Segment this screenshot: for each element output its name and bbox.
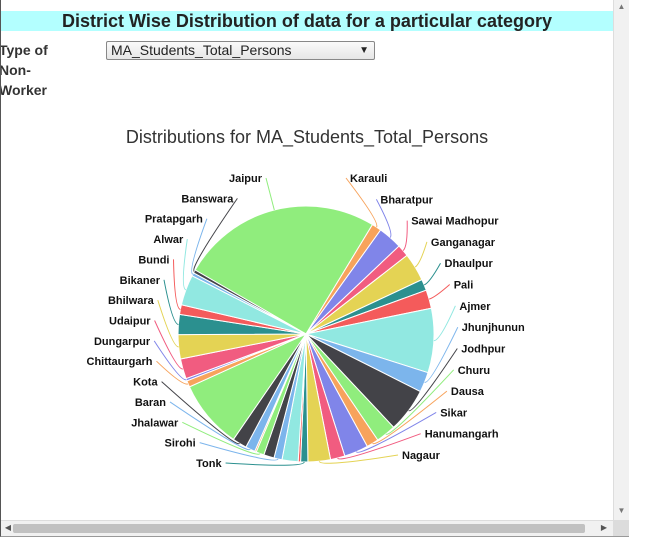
- slice-label: Sirohi: [165, 438, 196, 450]
- slice-label: Jaipur: [229, 173, 263, 185]
- connector-line: [355, 411, 437, 453]
- connector-line: [193, 198, 238, 272]
- connector-line: [408, 348, 458, 412]
- chart-title: Distributions for MA_Students_Total_Pers…: [125, 127, 489, 147]
- connector-line: [163, 279, 179, 325]
- connector-line: [154, 320, 183, 370]
- connector-line: [169, 401, 251, 451]
- connector-line: [157, 299, 179, 348]
- connector-line: [345, 177, 378, 228]
- connector-line: [318, 454, 399, 464]
- connector-line: [199, 442, 279, 461]
- slice-label: Karauli: [350, 173, 387, 185]
- scroll-up-icon[interactable]: ▲: [617, 2, 626, 11]
- scroll-left-icon[interactable]: ◀: [4, 523, 12, 532]
- slice-label: Chittaurgarh: [87, 356, 153, 368]
- connector-line: [182, 239, 188, 291]
- connector-line: [372, 390, 448, 445]
- connector-line: [265, 177, 275, 211]
- connector-line: [153, 340, 187, 381]
- page-frame: District Wise Distribution of data for a…: [0, 0, 629, 537]
- connector-line: [402, 220, 408, 251]
- category-select-value: MA_Students_Total_Persons: [111, 42, 292, 58]
- slice-label: Kota: [133, 377, 158, 389]
- slice-label: Udaipur: [109, 316, 151, 328]
- category-select[interactable]: MA_Students_Total_Persons ▼: [106, 41, 375, 60]
- pie-chart-svg: Jaipur Banswara Pratapgarh Alwar Bundi Bikane…: [87, 173, 526, 470]
- slice-label: Dungarpur: [94, 336, 151, 348]
- slice-label: Alwar: [153, 234, 184, 246]
- scroll-down-icon[interactable]: ▼: [617, 506, 626, 515]
- scroll-right-icon[interactable]: ▶: [600, 523, 608, 532]
- pie-chart: Distributions for MA_Students_Total_Pers…: [1, 0, 613, 520]
- slice-label: Dausa: [451, 386, 485, 398]
- slice-label: Bundi: [138, 254, 169, 266]
- vertical-scrollbar[interactable]: ▲ ▼: [613, 0, 629, 520]
- slice-label: Ajmer: [459, 301, 491, 313]
- slice-label: Baran: [135, 397, 166, 409]
- pie-slice[interactable]: [192, 269, 307, 335]
- connector-line: [191, 218, 208, 275]
- connector-line: [423, 262, 441, 286]
- connector-line: [337, 433, 421, 460]
- horizontal-scroll-thumb[interactable]: [13, 524, 585, 533]
- connector-line: [173, 259, 181, 310]
- connector-line: [385, 369, 455, 435]
- slice-label: Ganganagar: [431, 237, 496, 249]
- slice-label: Jhalawar: [131, 417, 179, 429]
- connector-line: [433, 305, 456, 342]
- filter-label: Type of Non-Worker: [0, 42, 48, 98]
- slice-label: Pratapgarh: [145, 214, 203, 226]
- slice-label: Pali: [454, 280, 474, 292]
- scrollbar-corner: [613, 520, 629, 536]
- slice-label: Sikar: [440, 407, 468, 419]
- slice-label: Tonk: [196, 458, 222, 470]
- connector-line: [182, 421, 261, 455]
- chevron-down-icon: ▼: [359, 45, 369, 56]
- connector-line: [225, 461, 305, 466]
- slice-label: Churu: [458, 365, 490, 377]
- slice-label: Dhaulpur: [445, 258, 494, 270]
- connector-line: [375, 199, 392, 238]
- slice-label: Sawai Madhopur: [411, 216, 499, 228]
- connector-line: [414, 241, 428, 268]
- slice-label: Jhunjhunun: [462, 322, 525, 334]
- slice-label: Bharatpur: [380, 194, 433, 206]
- page-title: District Wise Distribution of data for a…: [1, 11, 613, 31]
- connector-line: [424, 326, 459, 383]
- connector-line: [156, 360, 189, 385]
- slice-label: Bhilwara: [108, 295, 155, 307]
- slice-label: Hanumangarh: [425, 429, 499, 441]
- horizontal-scrollbar[interactable]: ◀ ▶: [1, 520, 613, 536]
- slice-label: Nagaur: [402, 450, 441, 462]
- slice-label: Banswara: [181, 193, 234, 205]
- slice-label: Jodhpur: [461, 344, 506, 356]
- connector-line: [161, 381, 240, 445]
- slice-label: Bikaner: [120, 275, 161, 287]
- connector-line: [429, 284, 451, 300]
